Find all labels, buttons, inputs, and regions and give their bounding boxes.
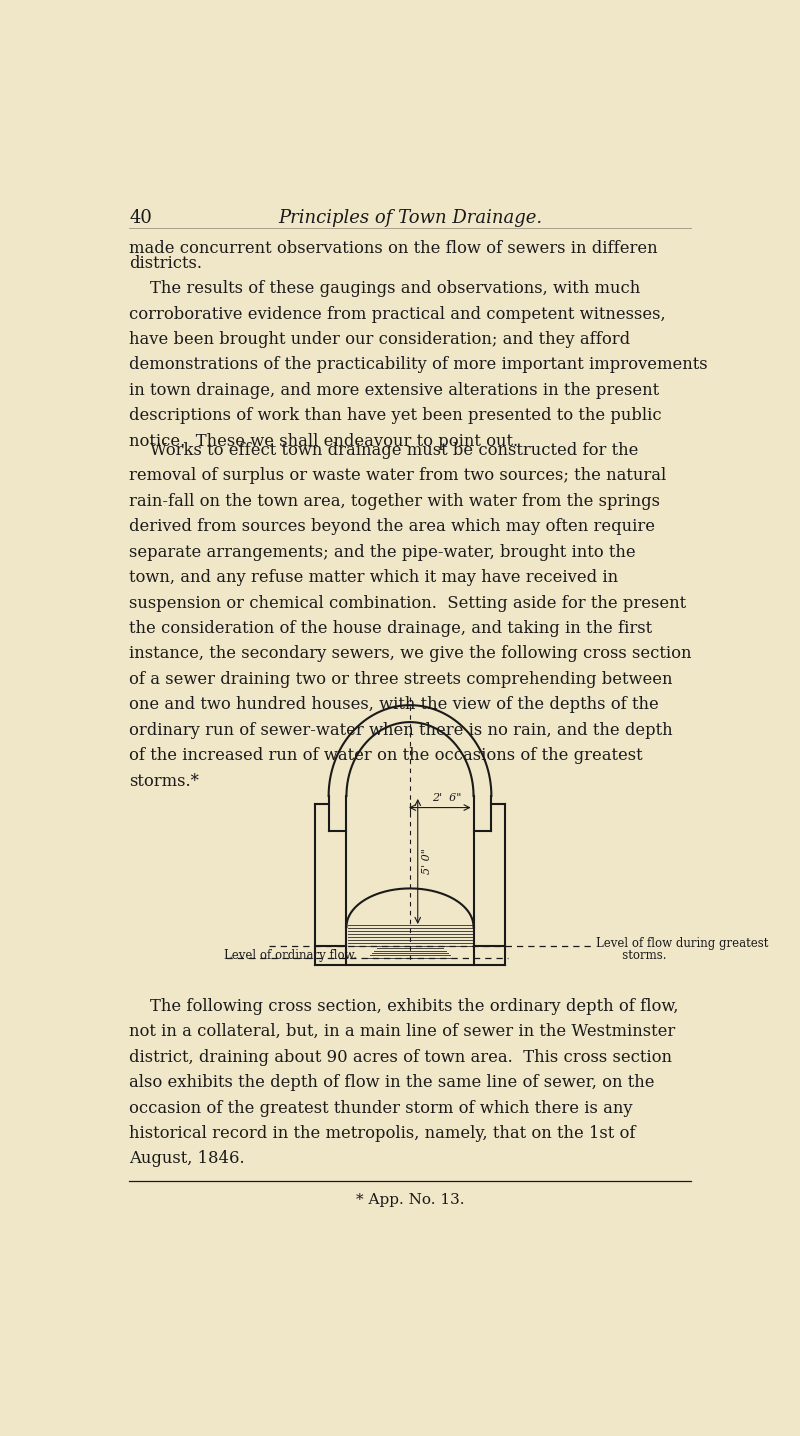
Text: districts.: districts. xyxy=(130,256,202,273)
Text: Principles of Town Drainage.: Principles of Town Drainage. xyxy=(278,210,542,227)
Text: 2'  6": 2' 6" xyxy=(432,793,461,803)
Text: Works to effect town drainage must be constructed for the
removal of surplus or : Works to effect town drainage must be co… xyxy=(130,442,692,790)
Text: storms.: storms. xyxy=(596,949,666,962)
Text: 40: 40 xyxy=(130,210,152,227)
Text: * App. No. 13.: * App. No. 13. xyxy=(356,1193,464,1208)
Text: The results of these gaugings and observations, with much
corroborative evidence: The results of these gaugings and observ… xyxy=(130,280,708,449)
Text: 5' 0": 5' 0" xyxy=(422,849,433,875)
Text: Level of ordinary flow.: Level of ordinary flow. xyxy=(224,949,357,962)
Text: The following cross section, exhibits the ordinary depth of flow,
not in a colla: The following cross section, exhibits th… xyxy=(130,998,679,1167)
Text: Level of flow during greatest: Level of flow during greatest xyxy=(596,936,768,951)
Text: made concurrent observations on the flow of sewers in differen: made concurrent observations on the flow… xyxy=(130,240,658,257)
